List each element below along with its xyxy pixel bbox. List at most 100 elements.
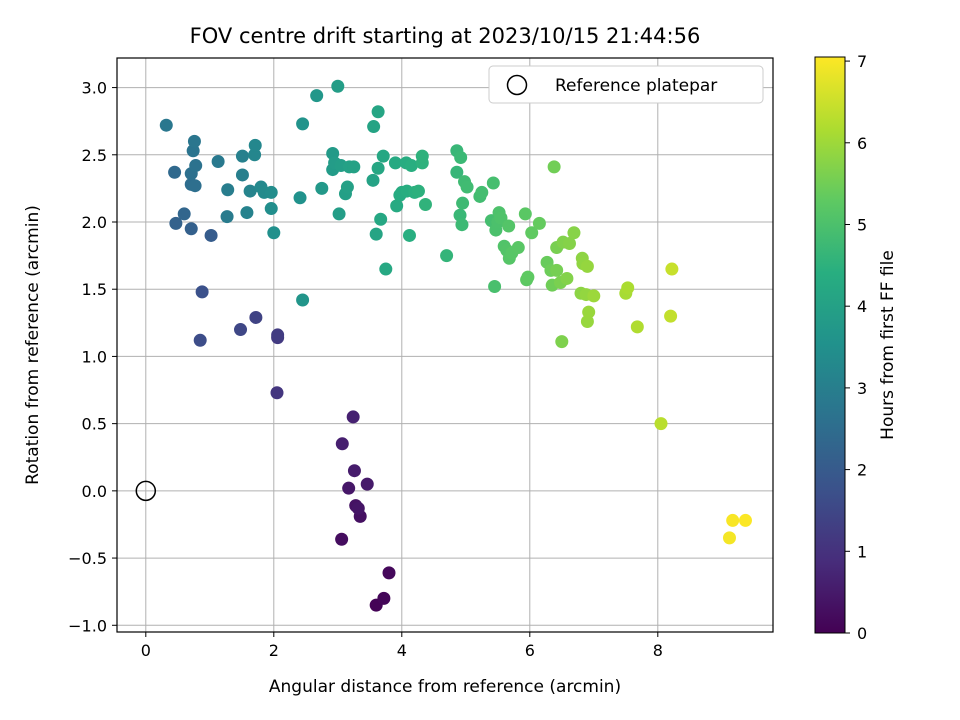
data-point-64 [371, 161, 385, 175]
data-point-37 [243, 184, 257, 198]
data-point-10 [335, 437, 349, 451]
data-point-101 [502, 219, 516, 233]
colorbar-label: Hours from first FF file [878, 250, 898, 440]
data-point-104 [511, 241, 525, 255]
data-points [159, 79, 752, 612]
colorbar-tick-label-0: 0 [857, 624, 867, 643]
data-point-105 [518, 207, 532, 221]
data-point-68 [388, 156, 402, 170]
data-point-46 [296, 117, 310, 131]
y-tick-label-2: 0.0 [82, 482, 107, 501]
data-point-8 [360, 477, 374, 491]
data-point-23 [168, 165, 182, 179]
data-point-98 [494, 211, 508, 225]
data-point-19 [204, 228, 218, 242]
x-tick-label-1: 2 [269, 641, 279, 660]
data-point-17 [193, 333, 207, 347]
data-point-132 [630, 320, 644, 334]
colorbar-tick-label-3: 3 [857, 379, 867, 398]
legend-box [488, 65, 764, 104]
data-point-18 [195, 285, 209, 299]
x-tick-label-3: 6 [525, 641, 535, 660]
data-point-38 [248, 148, 262, 162]
data-point-79 [415, 149, 429, 163]
data-point-12 [270, 386, 284, 400]
data-point-114 [550, 263, 564, 277]
colorbar-tick-label-5: 5 [857, 215, 867, 234]
chart-title: FOV centre drift starting at 2023/10/15 … [190, 24, 701, 48]
data-point-45 [293, 191, 307, 205]
data-point-60 [366, 173, 380, 187]
data-point-25 [188, 179, 202, 193]
data-point-89 [460, 180, 474, 194]
data-point-136 [722, 531, 736, 545]
data-point-117 [555, 335, 569, 349]
data-point-121 [567, 226, 581, 240]
data-point-67 [379, 262, 393, 276]
data-point-33 [221, 183, 235, 197]
data-point-1 [377, 591, 391, 605]
y-tick-label-8: 3.0 [82, 79, 107, 98]
colorbar [814, 56, 846, 634]
data-point-75 [404, 159, 418, 173]
data-point-128 [582, 305, 596, 319]
data-point-48 [310, 89, 324, 103]
data-point-6 [351, 501, 365, 515]
data-point-107 [521, 270, 535, 284]
data-point-11 [346, 410, 360, 424]
data-point-29 [187, 134, 201, 148]
data-point-3 [335, 532, 349, 546]
data-point-77 [411, 184, 425, 198]
data-point-119 [560, 271, 574, 285]
data-point-65 [374, 212, 388, 226]
x-tick-label-0: 0 [141, 641, 151, 660]
colorbar-ticks: 0 1 2 3 4 5 6 7 [845, 52, 867, 643]
data-point-85 [454, 150, 468, 164]
data-point-62 [369, 227, 383, 241]
data-point-53 [331, 79, 345, 93]
x-tick-label-2: 4 [397, 641, 407, 660]
data-point-109 [532, 216, 546, 230]
colorbar-tick-label-1: 1 [857, 542, 867, 561]
x-axis-label: Angular distance from reference (arcmin) [269, 677, 621, 697]
data-point-131 [621, 281, 635, 295]
data-point-34 [235, 168, 249, 182]
y-axis-label: Rotation from reference (arcmin) [23, 205, 43, 485]
data-point-134 [664, 309, 678, 323]
reference-platepar-marker [135, 480, 157, 502]
data-point-91 [475, 185, 489, 199]
data-point-27 [189, 159, 203, 173]
data-point-74 [402, 228, 416, 242]
data-point-44 [267, 226, 281, 240]
data-point-133 [654, 417, 668, 431]
legend: Reference platepar [488, 65, 764, 104]
reference-layer [135, 480, 157, 502]
data-point-86 [455, 218, 469, 232]
data-point-69 [390, 199, 404, 213]
colorbar-tick-label-2: 2 [857, 461, 867, 480]
data-point-81 [440, 249, 454, 263]
colorbar-tick-label-6: 6 [857, 134, 867, 153]
data-point-138 [738, 513, 752, 527]
data-point-2 [382, 566, 396, 580]
data-point-31 [211, 155, 225, 169]
y-tick-label-0: −1.0 [68, 616, 107, 635]
data-point-94 [488, 280, 502, 294]
data-point-32 [220, 210, 234, 224]
data-point-113 [547, 160, 561, 174]
data-point-7 [342, 481, 356, 495]
data-point-66 [376, 149, 390, 163]
data-point-22 [177, 207, 191, 221]
data-point-49 [315, 181, 329, 195]
data-point-63 [371, 105, 385, 119]
data-point-61 [367, 120, 381, 134]
grid [117, 58, 773, 632]
data-point-126 [580, 259, 594, 273]
legend-reference-marker [506, 74, 528, 96]
data-point-80 [418, 198, 432, 212]
x-axis-ticks: 0 2 4 6 8 [141, 632, 663, 660]
y-tick-label-7: 2.5 [82, 146, 107, 165]
legend-entry-reference-platepar: Reference platepar [555, 76, 717, 96]
y-tick-label-4: 1.0 [82, 347, 107, 366]
